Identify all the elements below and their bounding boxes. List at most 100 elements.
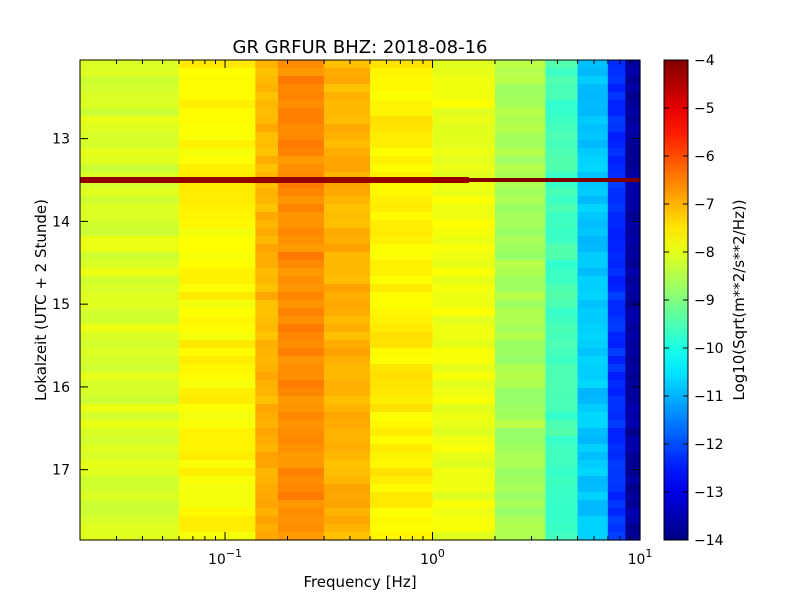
heatmap-cell-band-9 xyxy=(577,204,609,213)
heatmap-cell-band-4 xyxy=(324,180,371,189)
heatmap-cell-band-0 xyxy=(80,228,180,237)
heatmap-cell-band-10 xyxy=(607,412,626,421)
heatmap-cell-band-4 xyxy=(324,284,371,293)
heatmap-cell-band-1 xyxy=(179,492,256,501)
heatmap-cell-band-11 xyxy=(625,196,641,205)
heatmap-cell-band-4 xyxy=(324,108,371,117)
heatmap-cell-band-7 xyxy=(494,292,546,301)
heatmap-cell-band-9 xyxy=(577,132,609,141)
heatmap-cell-band-9 xyxy=(577,380,609,389)
heatmap-cell-band-8 xyxy=(545,356,579,365)
heatmap-cell-band-10 xyxy=(607,372,626,381)
heatmap-cell-band-0 xyxy=(80,100,180,109)
heatmap-cell-band-2 xyxy=(255,100,279,109)
heatmap-cell-band-5 xyxy=(370,108,434,117)
heatmap-cell-band-2 xyxy=(255,308,279,317)
heatmap-cell-band-10 xyxy=(607,228,626,237)
heatmap-cell-band-5 xyxy=(370,340,434,349)
heatmap-cell-band-9 xyxy=(577,292,609,301)
heatmap-cell-band-1 xyxy=(179,236,256,245)
heatmap-cell-band-8 xyxy=(545,396,579,405)
heatmap-cell-band-9 xyxy=(577,284,609,293)
heatmap-cell-band-3 xyxy=(277,452,325,461)
heatmap-cell-band-0 xyxy=(80,404,180,413)
heatmap-cell-band-3 xyxy=(277,124,325,133)
heatmap-cell-band-11 xyxy=(625,108,641,117)
heatmap-cell-band-10 xyxy=(607,476,626,485)
heatmap-cell-band-11 xyxy=(625,188,641,197)
heatmap-cell-band-6 xyxy=(432,428,496,437)
heatmap-cell-band-4 xyxy=(324,60,371,69)
heatmap-cell-band-8 xyxy=(545,404,579,413)
colorbar-ticks: −4 −5 −6 −7 −8 −9 −10 −11 −12 −13 −14 xyxy=(664,53,724,549)
heatmap-cell-band-2 xyxy=(255,372,279,381)
heatmap-cell-band-3 xyxy=(277,484,325,493)
heatmap-cell-band-7 xyxy=(494,396,546,405)
heatmap-cell-band-7 xyxy=(494,340,546,349)
heatmap-cell-band-7 xyxy=(494,116,546,125)
heatmap-cell-band-9 xyxy=(577,156,609,165)
heatmap-cell-band-0 xyxy=(80,60,180,69)
heatmap-cell-band-6 xyxy=(432,60,496,69)
heatmap-cell-band-3 xyxy=(277,372,325,381)
heatmap-cell-band-8 xyxy=(545,204,579,213)
heatmap-cell-band-8 xyxy=(545,476,579,485)
heatmap-cell-band-8 xyxy=(545,276,579,285)
heatmap-cell-band-0 xyxy=(80,276,180,285)
heatmap-cell-band-5 xyxy=(370,268,434,277)
event-band-tail-0 xyxy=(575,178,598,182)
heatmap-cell-band-1 xyxy=(179,156,256,165)
heatmap-cell-band-7 xyxy=(494,412,546,421)
heatmap-cell-band-0 xyxy=(80,300,180,309)
heatmap-cell-band-2 xyxy=(255,60,279,69)
heatmap-cell-band-1 xyxy=(179,324,256,333)
event-band-tail-0 xyxy=(618,178,641,182)
heatmap-cell-band-3 xyxy=(277,324,325,333)
heatmap-cell-band-0 xyxy=(80,116,180,125)
heatmap-cell-band-8 xyxy=(545,116,579,125)
heatmap-cell-band-7 xyxy=(494,156,546,165)
heatmap-cell-band-10 xyxy=(607,484,626,493)
heatmap-cell-band-5 xyxy=(370,220,434,229)
heatmap-cell-band-3 xyxy=(277,196,325,205)
heatmap-cell-band-9 xyxy=(577,92,609,101)
heatmap-cell-band-10 xyxy=(607,204,626,213)
heatmap-cell-band-10 xyxy=(607,364,626,373)
heatmap-cell-band-3 xyxy=(277,524,325,533)
heatmap-cell-band-3 xyxy=(277,420,325,429)
heatmap-cell-band-6 xyxy=(432,124,496,133)
heatmap-cell-band-4 xyxy=(324,260,371,269)
heatmap-cell-band-2 xyxy=(255,180,279,189)
heatmap-cell-band-8 xyxy=(545,444,579,453)
heatmap-cell-band-5 xyxy=(370,324,434,333)
heatmap-cell-band-2 xyxy=(255,404,279,413)
heatmap-cell-band-11 xyxy=(625,204,641,213)
heatmap-cell-band-1 xyxy=(179,396,256,405)
heatmap-cell-band-8 xyxy=(545,164,579,173)
heatmap-cell-band-6 xyxy=(432,340,496,349)
heatmap-cell-band-5 xyxy=(370,244,434,253)
heatmap-cell-band-0 xyxy=(80,212,180,221)
heatmap-cell-band-4 xyxy=(324,84,371,93)
heatmap-cell-band-8 xyxy=(545,252,579,261)
heatmap-cell-band-11 xyxy=(625,524,641,533)
heatmap-cell-band-2 xyxy=(255,212,279,221)
heatmap-cell-band-0 xyxy=(80,140,180,149)
chart-title: GR GRFUR BHZ: 2018-08-16 xyxy=(233,37,488,58)
heatmap-cell-band-2 xyxy=(255,164,279,173)
heatmap-cell-band-7 xyxy=(494,268,546,277)
heatmap-cell-band-9 xyxy=(577,300,609,309)
heatmap-cell-band-9 xyxy=(577,412,609,421)
heatmap-cell-band-8 xyxy=(545,532,579,541)
heatmap-cell-band-11 xyxy=(625,532,641,541)
heatmap-cell-band-0 xyxy=(80,340,180,349)
heatmap-cell-band-2 xyxy=(255,508,279,517)
heatmap-cell-band-11 xyxy=(625,212,641,221)
heatmap-cell-band-1 xyxy=(179,316,256,325)
heatmap-cell-band-9 xyxy=(577,76,609,85)
heatmap-cell-band-5 xyxy=(370,276,434,285)
heatmap-cell-band-1 xyxy=(179,356,256,365)
heatmap-cell-band-6 xyxy=(432,76,496,85)
heatmap-cell-band-11 xyxy=(625,340,641,349)
heatmap-cell-band-2 xyxy=(255,484,279,493)
